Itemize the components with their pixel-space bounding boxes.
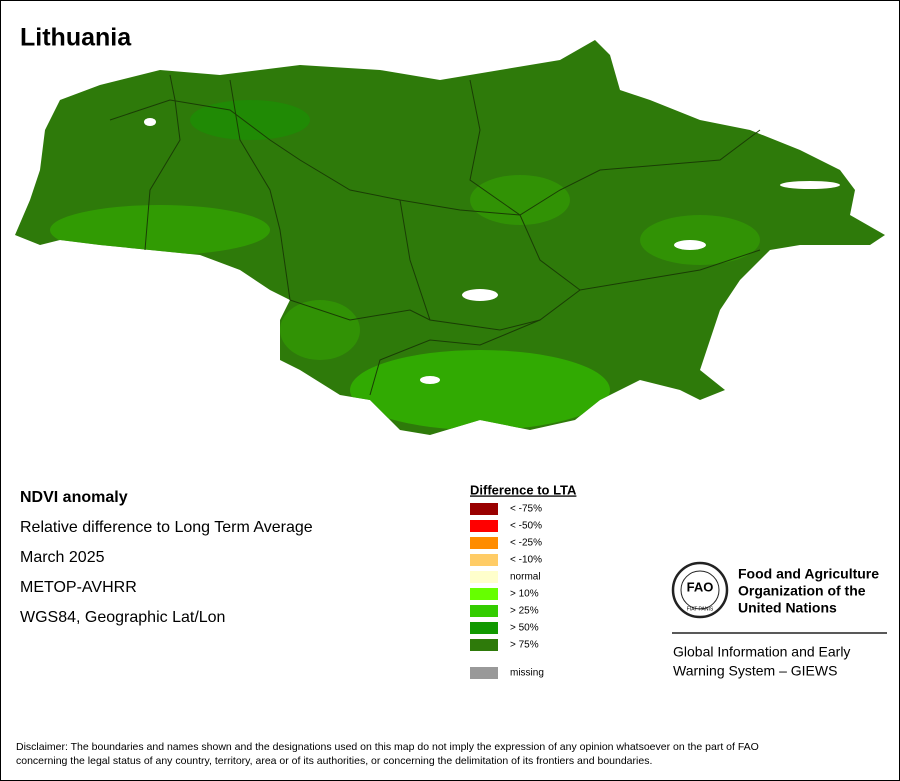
legend-label: < -75% [510,504,542,515]
fao-logo: FAO FIAT PANIS [671,561,887,634]
legend-label: > 10% [510,589,539,600]
legend-swatch [470,667,498,679]
org-name: United Nations [738,600,837,616]
legend-label: < -10% [510,555,542,566]
legend-swatch [470,571,498,583]
legend-label: < -25% [510,538,542,549]
disclaimer: Disclaimer: The boundaries and names sho… [16,741,759,753]
system-name: Warning System – GIEWS [673,663,837,679]
legend-title: Difference to LTA [470,482,577,497]
info-line: March 2025 [20,549,105,566]
legend-swatch [470,520,498,532]
legend-swatch [470,554,498,566]
legend-label: < -50% [510,521,542,532]
legend-swatch [470,588,498,600]
legend-label: missing [510,668,544,679]
map-title: Lithuania [20,24,132,52]
legend-swatch [470,537,498,549]
info-line: METOP-AVHRR [20,579,137,596]
legend-label: > 75% [510,640,539,651]
disclaimer: concerning the legal status of any count… [16,755,652,767]
legend-label: > 50% [510,623,539,634]
logo-emblem: FAO [687,579,714,594]
legend-swatch [470,605,498,617]
org-name: Food and Agriculture [738,566,879,582]
legend-swatch [470,503,498,515]
info-line: NDVI anomaly [20,489,128,506]
org-name: Organization of the [738,583,866,599]
info-line: Relative difference to Long Term Average [20,519,313,536]
legend-label: > 25% [510,606,539,617]
legend-swatch [470,639,498,651]
legend-swatch [470,622,498,634]
legend-label: normal [510,572,541,583]
logo-motto: FIAT PANIS [687,606,714,612]
info-line: WGS84, Geographic Lat/Lon [20,609,225,626]
system-name: Global Information and Early [673,644,850,660]
